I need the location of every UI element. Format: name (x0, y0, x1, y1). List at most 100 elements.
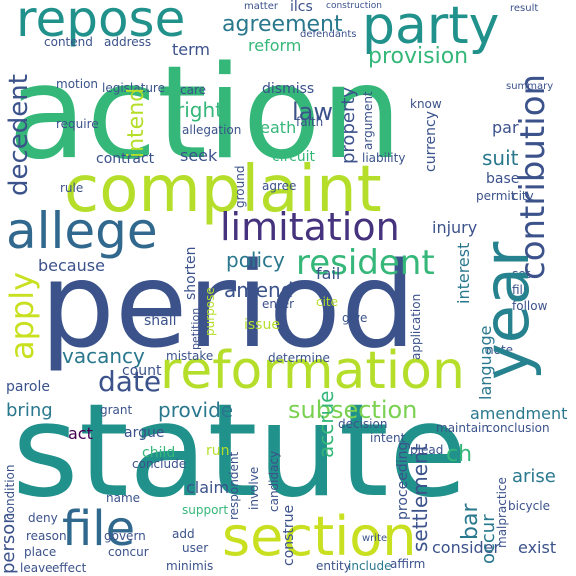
word-city: city (512, 189, 534, 203)
word-purpose: purpose (203, 287, 217, 336)
word-decision: decision (338, 417, 388, 431)
word-address: address (104, 35, 152, 49)
word-repose: repose (16, 0, 186, 48)
word-injury: injury (432, 218, 478, 237)
word-bring: bring (6, 400, 53, 421)
word-ch: ch (446, 442, 473, 467)
word-conclusion: conclusion (486, 421, 550, 435)
word-candidacy: candidacy (267, 450, 281, 512)
word-act: act (68, 424, 93, 443)
word-require: require (56, 117, 99, 131)
word-proceeding: proceeding (395, 441, 411, 520)
word-party: party (362, 0, 500, 56)
word-grant: grant (100, 403, 133, 417)
word-agree: agree (262, 179, 297, 193)
word-write: write (362, 533, 388, 544)
word-give: give (342, 311, 368, 325)
word-provide: provide (158, 398, 234, 422)
word-settlement: settlement (408, 443, 432, 552)
word-count: count (122, 363, 162, 379)
word-claim: claim (186, 478, 230, 497)
word-support: support (182, 503, 229, 517)
word-suit: suit (482, 146, 519, 170)
word-reason: reason (26, 529, 67, 543)
word-care: care (180, 83, 207, 97)
word-construe: construe (281, 504, 297, 566)
word-law: law (292, 98, 334, 126)
word-decedent: decedent (4, 74, 34, 196)
word-base: base (486, 171, 520, 187)
word-date: date (98, 365, 162, 398)
word-amendment: amendment (470, 404, 568, 423)
word-matter: matter (244, 1, 278, 12)
word-period: period (40, 236, 416, 374)
word-involve: involve (247, 466, 261, 510)
word-vacancy: vacancy (62, 344, 145, 368)
word-liability: liability (362, 151, 406, 165)
word-include: include (348, 559, 392, 573)
word-agreement: agreement (222, 12, 343, 37)
word-run: run (206, 443, 230, 459)
word-know: know (410, 97, 442, 111)
word-result: result (510, 3, 539, 14)
word-faith: faith (296, 115, 324, 129)
word-bicycle: bicycle (508, 499, 550, 513)
word-ilcs: ilcs (290, 0, 313, 15)
word-shall: shall (144, 313, 177, 329)
word-issue: issue (244, 317, 280, 333)
word-mistake: mistake (166, 349, 214, 363)
word-interest: interest (454, 242, 473, 304)
word-effect: effect (52, 561, 87, 575)
word-dismiss: dismiss (262, 81, 315, 97)
word-conclude: conclude (132, 457, 187, 471)
word-complaint: complaint (64, 153, 382, 227)
word-leave: leave (20, 561, 53, 575)
word-resident: resident (296, 243, 435, 283)
word-user: user (182, 541, 209, 555)
word-determine: determine (268, 351, 330, 365)
word-seek: seek (180, 146, 218, 165)
word-legislature: legislature (102, 81, 165, 95)
word-subsection: subsection (288, 396, 418, 424)
word-note: note (486, 343, 514, 357)
word-respondent: respondent (227, 451, 241, 520)
word-currency: currency (423, 111, 439, 172)
word-accrue: accrue (314, 390, 338, 458)
word-entity: entity (316, 559, 351, 573)
word-maintain: maintain (436, 421, 489, 435)
word-petition: petition (189, 307, 202, 350)
word-set: set (512, 267, 531, 281)
word-action: action (8, 39, 402, 188)
word-term: term (172, 40, 210, 59)
word-intend: intend (124, 87, 149, 158)
word-par: par (492, 118, 519, 137)
word-reformation: reformation (160, 341, 465, 401)
word-concur: concur (108, 545, 149, 559)
word-enter: enter (262, 297, 295, 311)
word-argue: argue (124, 425, 165, 441)
word-ground: ground (233, 165, 247, 208)
word-minimis: minimis (166, 559, 214, 573)
word-follow: follow (512, 299, 548, 313)
word-person: person (0, 512, 19, 574)
word-file: file (62, 501, 136, 557)
word-motion: motion (56, 77, 99, 91)
word-consider: consider (432, 538, 501, 557)
word-place: place (24, 545, 57, 559)
word-policy: policy (226, 248, 285, 272)
word-add: add (172, 527, 195, 541)
word-allege: allege (6, 202, 158, 260)
word-section: section (222, 505, 417, 568)
word-contribution: contribution (513, 73, 553, 280)
word-exist: exist (518, 538, 557, 557)
word-statute: statute (12, 377, 468, 526)
word-application: application (409, 293, 423, 360)
word-limitation: limitation (220, 205, 400, 249)
word-parole: parole (6, 379, 50, 395)
word-permit: permit (476, 189, 516, 203)
word-shorten: shorten (183, 246, 199, 300)
word-contend: contend (44, 35, 93, 49)
word-amend: amend (224, 278, 294, 302)
word-name: name (106, 491, 141, 505)
